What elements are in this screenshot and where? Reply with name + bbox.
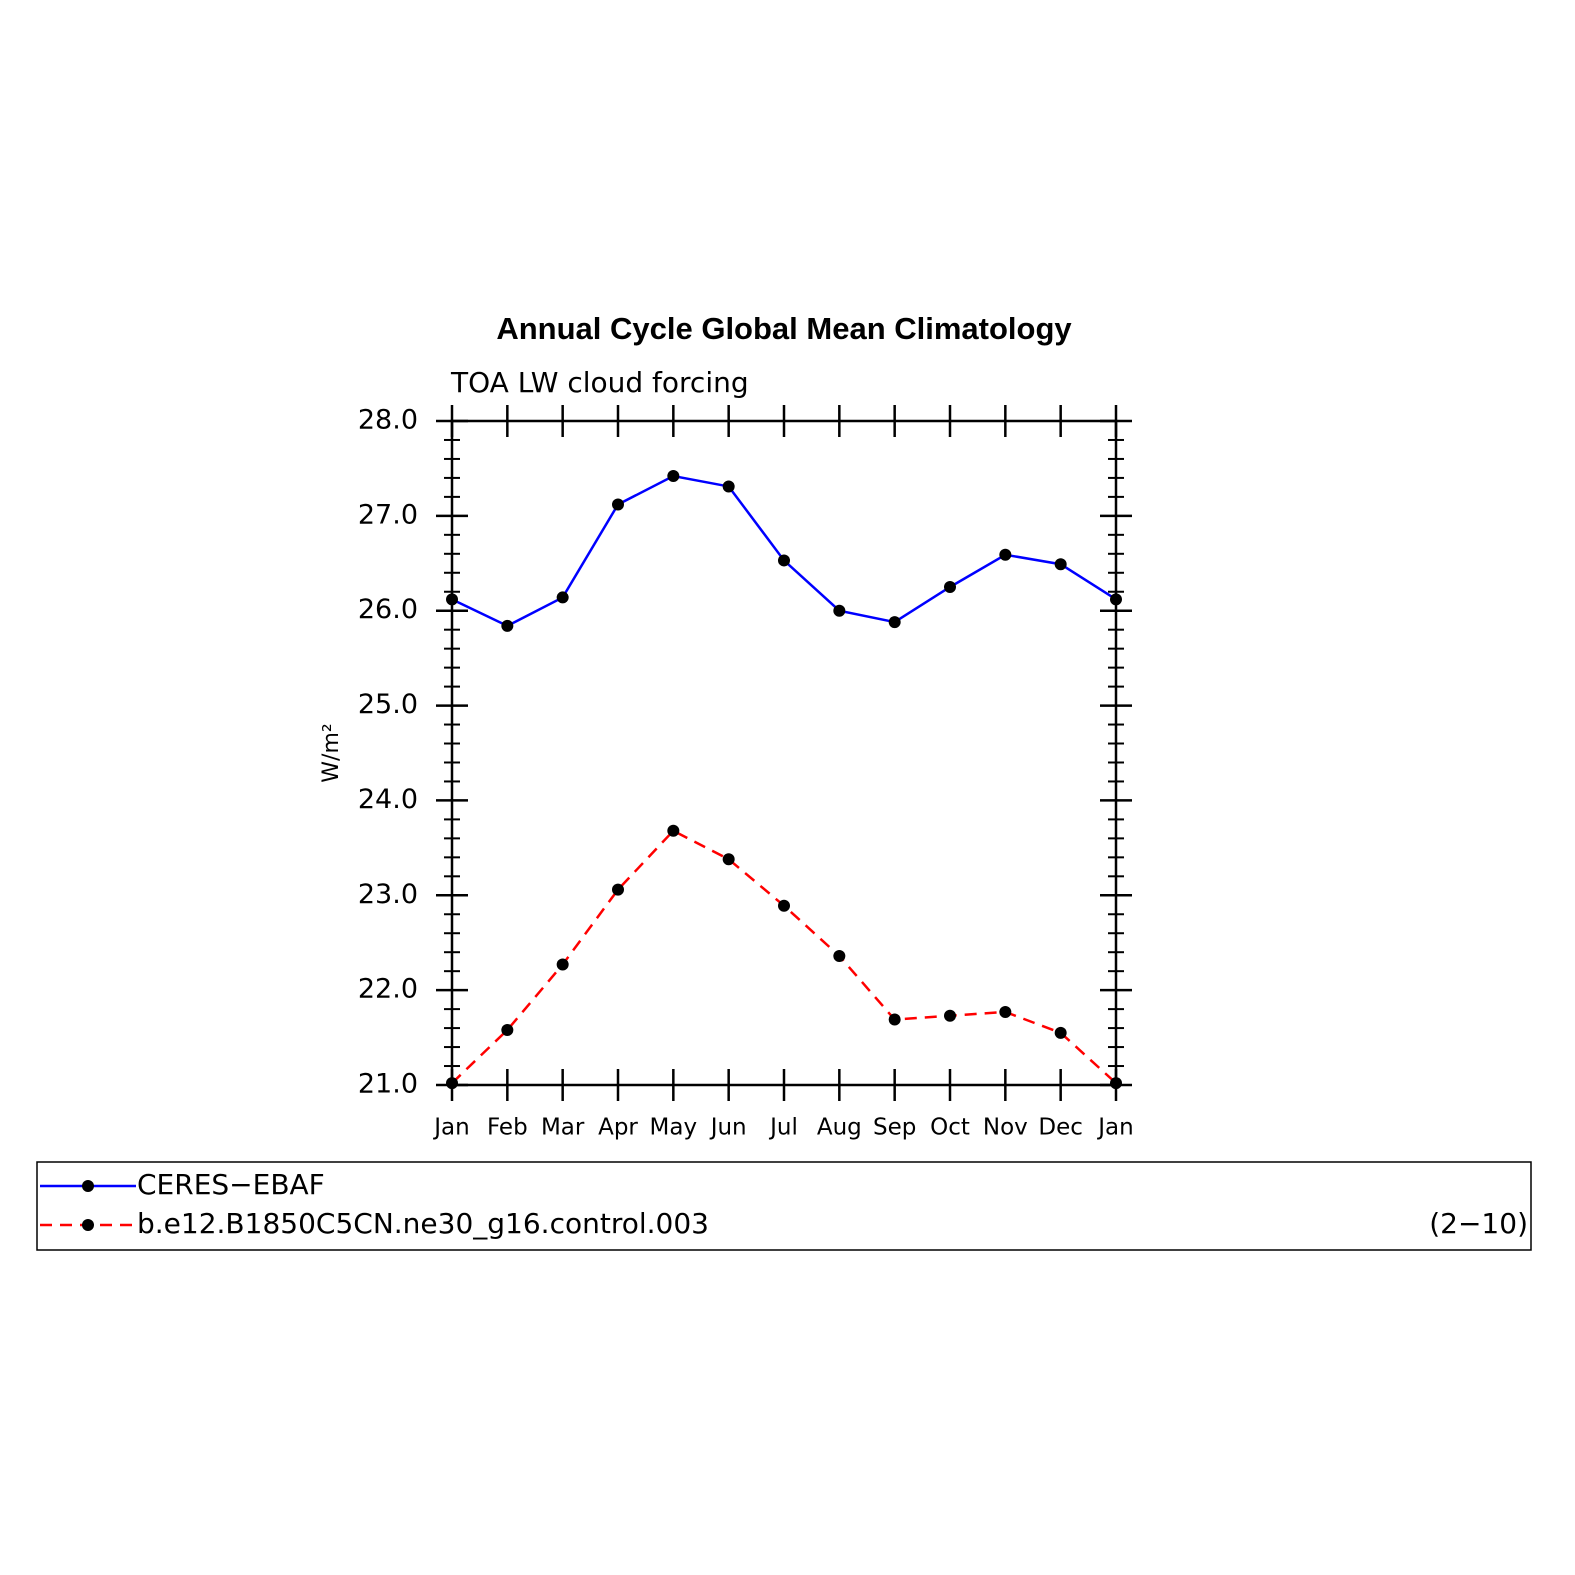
point [944, 581, 956, 593]
point [778, 554, 790, 567]
point [446, 1077, 458, 1090]
chart-title: Annual Cycle Global Mean Climatology [496, 311, 1072, 346]
y-tick-label: 22.0 [358, 974, 418, 1005]
point [778, 899, 790, 912]
series-line [451, 829, 1117, 1085]
x-tick-label: Dec [1038, 1115, 1083, 1141]
y-tick-label: 28.0 [358, 405, 418, 436]
x-tick-label: Jul [768, 1115, 798, 1141]
y-tick-label: 27.0 [358, 499, 418, 530]
point [888, 1013, 901, 1026]
point [833, 949, 846, 962]
legend-label: CERES−EBAF [137, 1168, 325, 1201]
x-tick-label: Sep [873, 1115, 916, 1141]
x-tick-label: Jan [1096, 1115, 1133, 1141]
point [446, 593, 458, 606]
x-tick-label: Feb [487, 1115, 528, 1141]
point [1110, 593, 1122, 606]
plot-frame [450, 419, 1118, 1087]
point [501, 1023, 514, 1036]
point [833, 604, 846, 617]
point [612, 883, 624, 896]
y-tick-label: 24.0 [358, 784, 418, 815]
y-tick-label: 26.0 [358, 594, 418, 625]
annotation: (2−10) [1429, 1207, 1528, 1240]
point [612, 498, 624, 511]
point [667, 470, 680, 483]
point [667, 824, 680, 837]
point [722, 853, 735, 866]
y-tick-label: 25.0 [358, 689, 418, 720]
x-tick-label: Nov [983, 1115, 1028, 1141]
legend-marker [82, 1180, 94, 1192]
x-tick-label: Jan [432, 1115, 469, 1141]
x-tick-label: Aug [817, 1115, 862, 1141]
y-axis-label: W/m² [319, 723, 344, 782]
point [556, 591, 569, 604]
x-tick-label: Mar [541, 1115, 585, 1141]
point [1110, 1077, 1122, 1090]
point [999, 1005, 1012, 1018]
point [1054, 1026, 1067, 1039]
point [556, 958, 569, 971]
point [888, 616, 901, 629]
legend-label: b.e12.B1850C5CN.ne30_g16.control.003 [137, 1207, 709, 1240]
x-tick-label: Jun [709, 1115, 747, 1141]
x-tick-label: Oct [930, 1115, 970, 1141]
y-tick-label: 23.0 [358, 879, 418, 910]
point [944, 1009, 956, 1022]
point [1054, 558, 1067, 571]
legend-marker [82, 1219, 94, 1231]
x-tick-label: May [650, 1115, 698, 1141]
x-tick-label: Apr [598, 1115, 638, 1141]
series-line [451, 474, 1117, 628]
point [501, 619, 514, 632]
y-tick-label: 21.0 [358, 1069, 418, 1100]
chart-subtitle: TOA LW cloud forcing [450, 366, 749, 399]
point [722, 480, 735, 493]
legend-box [36, 1161, 1532, 1251]
point [999, 548, 1012, 561]
